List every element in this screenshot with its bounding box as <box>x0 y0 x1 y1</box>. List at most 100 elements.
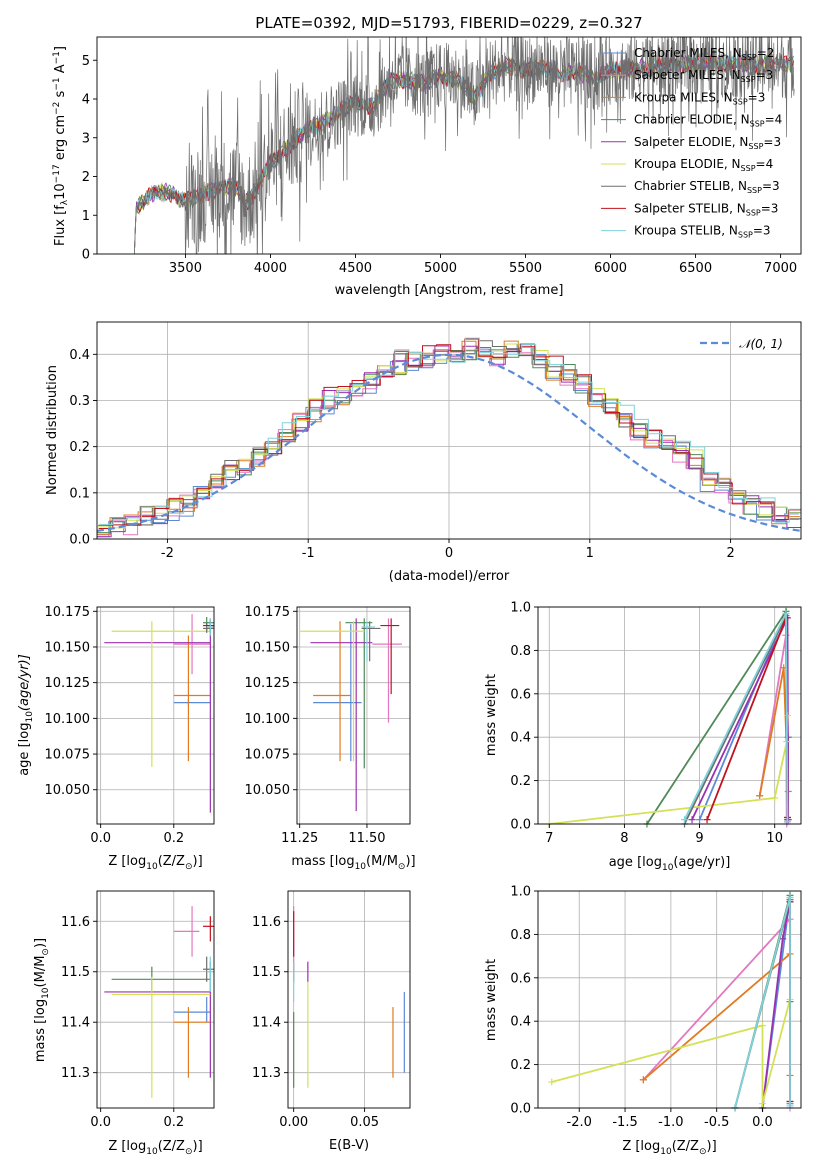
x-tick-label: 11.50 <box>348 831 385 846</box>
error-bar-point <box>173 906 200 957</box>
error-bar-point <box>203 622 214 633</box>
axes-frame <box>287 890 411 1109</box>
error-bar-point <box>361 621 381 662</box>
residuals-axes: -2 -1 0 1 2 0.0 0.1 0.2 0.3 0.4 (data-model)/error… <box>45 321 802 584</box>
y-tick-label: 11.3 <box>61 1066 90 1081</box>
error-bar-point <box>310 618 373 812</box>
histogram-series <box>97 343 801 529</box>
x-tick-label: 3500 <box>169 261 202 276</box>
y-tick-label: 0.6 <box>510 971 531 986</box>
x-tick-label: 0.05 <box>350 1115 379 1130</box>
error-bar-point <box>173 699 211 706</box>
weight-line <box>551 999 791 1104</box>
axes-frame <box>537 890 802 1109</box>
histogram-series <box>99 337 801 525</box>
x-axis-label: E(B-V) <box>329 1138 369 1153</box>
mass-vs-ebv-axes: 0.00 0.05 11.3 11.4 11.5 11.6 E(B-V) <box>252 890 411 1153</box>
y-axis-label: Flux [fλ10−17 erg cm−2 s−1 A−1] <box>52 46 70 246</box>
histogram-series <box>98 340 801 526</box>
histogram-series <box>97 345 801 538</box>
spectrum-plot <box>134 37 795 254</box>
legend: Chabrier MILES, NSSP=2 Salpeter MILES, NS… <box>601 46 782 240</box>
x-tick-label: 0.0 <box>752 1115 773 1130</box>
legend-entry: Chabrier STELIB, NSSP=3 <box>634 179 780 195</box>
axes-frame <box>537 606 802 825</box>
error-bar-point <box>313 621 351 762</box>
y-tick-label: 0.8 <box>510 644 531 659</box>
y-tick-label: 10.175 <box>45 605 91 620</box>
x-tick-label: 10 <box>766 831 783 846</box>
error-bar-point <box>104 618 211 813</box>
x-tick-label: 2 <box>726 546 734 561</box>
x-tick-label: 1 <box>586 546 594 561</box>
weight-line <box>758 667 790 796</box>
axes-frame <box>96 890 215 1109</box>
y-tick-label: 11.6 <box>61 915 90 930</box>
x-axis-label: age [log10(age/yr)] <box>609 855 731 873</box>
y-tick-label: 4 <box>82 93 90 108</box>
y-tick-label: 10.150 <box>45 640 91 655</box>
y-tick-label: 0.2 <box>69 440 90 455</box>
weight-vs-z-axes: -2.0 -1.5 -1.0 -0.5 0.0 0.0 0.2 0.4 0.6 0.8 1.0 Z [… <box>484 885 802 1157</box>
legend-entry: Kroupa MILES, NSSP=3 <box>634 90 765 106</box>
y-tick-label: 10.100 <box>245 712 291 727</box>
weight-vs-age-axes: 7 8 9 10 0.0 0.2 0.4 0.6 0.8 1.0 age [log10(age/yr… <box>484 601 802 873</box>
y-tick-label: 0.8 <box>510 928 531 943</box>
y-tick-label: 1 <box>82 209 90 224</box>
x-tick-label: -1.5 <box>612 1115 637 1130</box>
error-bar-point <box>111 976 211 1098</box>
error-bar-point <box>206 618 214 636</box>
y-tick-label: 0.0 <box>510 818 531 833</box>
y-tick-label: 10.150 <box>245 640 291 655</box>
error-bar-point <box>111 621 211 767</box>
y-tick-label: 10.050 <box>245 783 291 798</box>
x-axis-label: wavelength [Angstrom, rest frame] <box>335 283 564 298</box>
y-tick-label: 11.4 <box>61 1016 90 1031</box>
y-tick-label: 0.4 <box>510 731 531 746</box>
x-tick-label: 7 <box>545 831 553 846</box>
x-tick-label: 9 <box>695 831 703 846</box>
y-tick-label: 10.050 <box>45 783 91 798</box>
axes-frame <box>96 36 802 255</box>
y-tick-label: 10.125 <box>45 676 91 691</box>
x-axis-label: Z [log10(Z/Z⊙)] <box>108 1139 202 1157</box>
y-tick-label: 0.2 <box>510 774 531 789</box>
y-tick-label: 0.4 <box>510 1015 531 1030</box>
x-tick-label: 6000 <box>594 261 627 276</box>
x-tick-label: -1 <box>302 546 315 561</box>
y-tick-label: 0.2 <box>510 1058 531 1073</box>
error-bar-point <box>206 956 214 992</box>
y-axis-label: mass [log10(M/M⊙)] <box>33 938 51 1062</box>
y-tick-label: 0 <box>82 248 90 263</box>
x-tick-label: 0.0 <box>90 1115 111 1130</box>
legend-entry: Kroupa ELODIE, NSSP=4 <box>634 157 773 173</box>
error-bar-point <box>173 635 211 762</box>
y-tick-label: 11.5 <box>252 965 281 980</box>
x-tick-label: -0.5 <box>704 1115 729 1130</box>
y-tick-label: 10.075 <box>245 748 291 763</box>
y-tick-label: 1.0 <box>510 601 531 616</box>
y-tick-label: 0.3 <box>69 394 90 409</box>
y-tick-label: 2 <box>82 170 90 185</box>
mass-vs-z-axes: 0.0 0.2 11.3 11.4 11.5 11.6 Z [log10(Z/Z⊙)] mas… <box>33 890 215 1157</box>
legend-entry: Chabrier MILES, NSSP=2 <box>634 46 774 62</box>
legend-entry: 𝒩(0, 1) <box>739 337 783 351</box>
y-tick-label: 5 <box>82 54 90 69</box>
legend-entry: Kroupa STELIB, NSSP=3 <box>634 224 771 240</box>
y-tick-label: 0.4 <box>69 348 90 363</box>
y-tick-label: 1.0 <box>510 885 531 900</box>
legend-entry: Chabrier ELODIE, NSSP=4 <box>634 113 782 129</box>
x-tick-label: 6500 <box>679 261 712 276</box>
error-bar-point <box>203 916 214 942</box>
histogram-plot <box>97 337 801 538</box>
y-tick-label: 10.100 <box>45 712 91 727</box>
y-tick-label: 11.5 <box>61 965 90 980</box>
x-axis-label: mass [log10(M/M⊙)] <box>291 854 415 872</box>
histogram-series <box>97 340 800 535</box>
error-bar-point <box>203 956 214 982</box>
normal-curve <box>97 353 801 532</box>
x-axis-label: Z [log10(Z/Z⊙)] <box>108 854 202 872</box>
error-bar-point <box>203 616 214 633</box>
x-tick-label: 0.2 <box>163 1115 184 1130</box>
